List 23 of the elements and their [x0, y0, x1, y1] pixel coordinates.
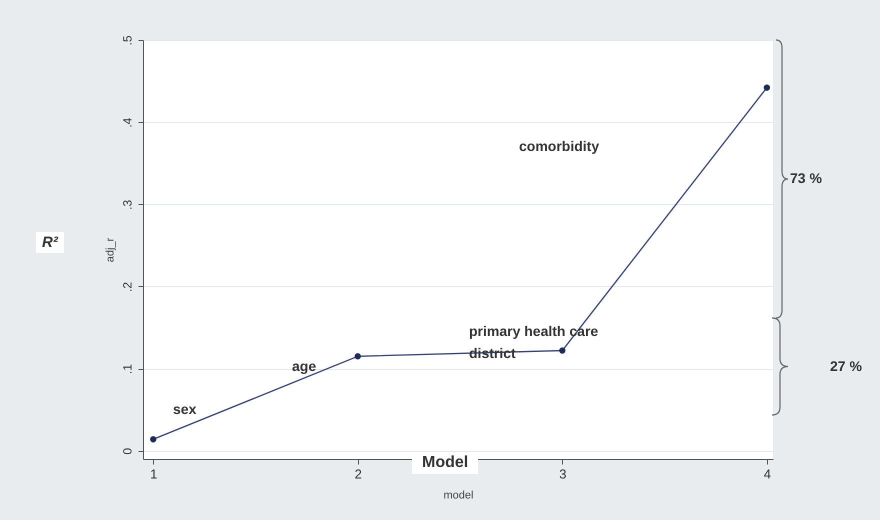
y-tick-label: .4	[120, 117, 134, 128]
text: 73 %	[790, 170, 822, 186]
x-tick-label: 3	[559, 466, 566, 482]
y-tick-label: .2	[120, 282, 134, 292]
text: 27 %	[830, 358, 862, 374]
x-tick-label: 4	[764, 466, 771, 482]
x-axis-title: model	[444, 490, 474, 502]
y-tick-label: .3	[120, 199, 134, 210]
text: R²	[36, 232, 64, 253]
point	[150, 436, 156, 442]
annotation: comorbidity	[519, 138, 600, 154]
y-tick-label: .1	[120, 364, 134, 374]
annotation: Model	[412, 452, 478, 474]
point	[559, 347, 566, 354]
y-tick-label: 0	[120, 448, 134, 455]
point	[764, 84, 770, 91]
point	[354, 353, 361, 360]
x-tick-label: 2	[354, 466, 362, 482]
y-tick-label: .5	[120, 35, 134, 46]
y-axis-title: adj_r	[104, 237, 116, 262]
x-tick-label: 1	[150, 466, 158, 482]
annotation: age	[292, 358, 316, 374]
annotation: sex	[173, 401, 196, 417]
